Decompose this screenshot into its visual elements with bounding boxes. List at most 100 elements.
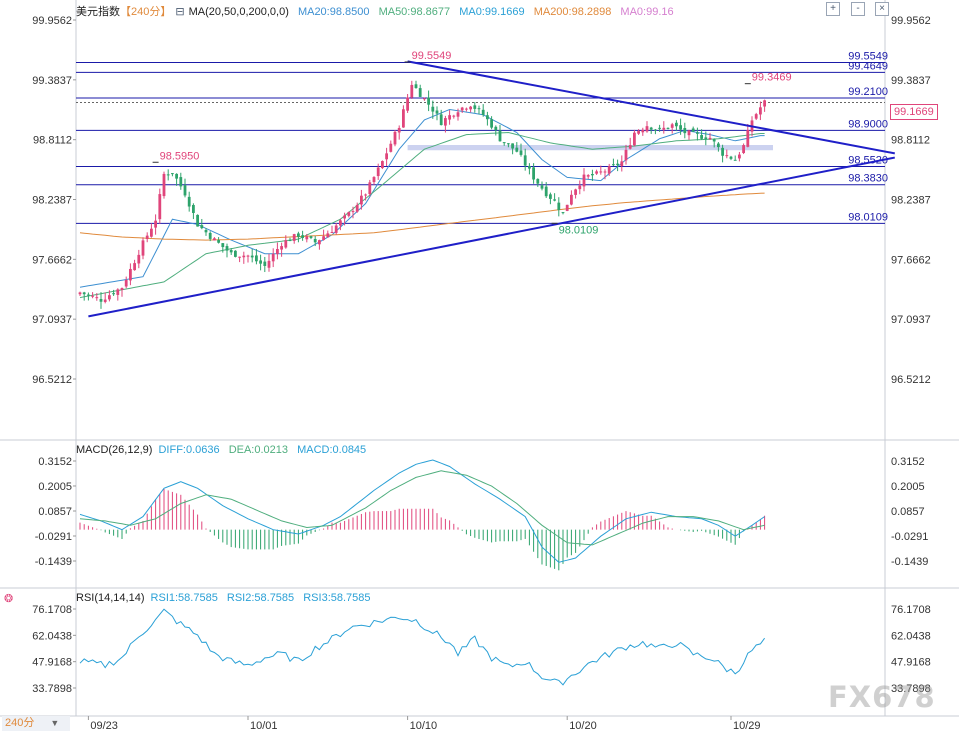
candle-body bbox=[381, 161, 384, 169]
level-label: 99.4649 bbox=[848, 60, 888, 72]
candle-body bbox=[242, 255, 246, 258]
zoom-out-button[interactable]: - bbox=[851, 2, 865, 16]
candle-body bbox=[759, 107, 762, 115]
candle-body bbox=[675, 122, 678, 127]
current-price-tag: 99.1669 bbox=[890, 104, 938, 120]
close-button[interactable]: × bbox=[875, 2, 889, 16]
y-tick-label-right: 76.1708 bbox=[891, 604, 931, 616]
candle-body bbox=[385, 153, 388, 160]
candle-body bbox=[175, 173, 178, 179]
ma50-value: MA50:98.8677 bbox=[378, 6, 451, 18]
timeframe-button[interactable]: 240分 ▼ bbox=[2, 716, 70, 731]
candle-body bbox=[322, 236, 325, 240]
candle-body bbox=[154, 220, 157, 228]
candle-body bbox=[498, 130, 502, 142]
rsi3-value: RSI3:58.7585 bbox=[303, 592, 371, 604]
y-tick-label-left: -0.0291 bbox=[35, 531, 72, 543]
candle-body bbox=[435, 110, 439, 114]
candle-body bbox=[645, 126, 649, 132]
candle-body bbox=[456, 112, 460, 117]
candle-body bbox=[431, 106, 435, 112]
y-tick-label-left: 97.0937 bbox=[32, 314, 72, 326]
candle-body bbox=[528, 165, 531, 169]
candle-body bbox=[91, 295, 94, 297]
candle-body bbox=[591, 174, 594, 176]
candle-body bbox=[738, 154, 741, 159]
candle-body bbox=[633, 132, 636, 146]
ma200-value: MA200:98.2898 bbox=[533, 6, 612, 18]
candle-body bbox=[309, 236, 313, 238]
candle-body bbox=[717, 143, 720, 148]
candle-body bbox=[612, 164, 615, 166]
dea-value: DEA:0.0213 bbox=[228, 444, 289, 456]
candle-body bbox=[578, 185, 582, 190]
candle-body bbox=[582, 174, 586, 187]
y-tick-label-right: 0.2005 bbox=[891, 481, 925, 493]
candle-body bbox=[376, 167, 380, 177]
x-tick-label: 10/10 bbox=[410, 720, 438, 732]
price-annotation: 99.3469 bbox=[752, 72, 792, 84]
y-tick-label-left: 33.7898 bbox=[32, 683, 72, 695]
candle-body bbox=[691, 128, 695, 132]
candle-body bbox=[255, 255, 258, 262]
zoom-in-button[interactable]: + bbox=[826, 2, 840, 16]
rsi2-value: RSI2:58.7585 bbox=[226, 592, 295, 604]
y-tick-label-right: 47.9168 bbox=[891, 657, 931, 669]
candle-body bbox=[687, 130, 691, 136]
candle-body bbox=[603, 171, 607, 173]
price-annotation: 98.5950 bbox=[160, 150, 200, 162]
rsi-params: RSI(14,14,14) bbox=[76, 592, 145, 604]
ma20-line bbox=[79, 108, 765, 288]
candle-body bbox=[305, 236, 309, 240]
rsi-settings-icon[interactable]: ❂ bbox=[4, 593, 14, 605]
candle-body bbox=[339, 220, 342, 226]
candle-body bbox=[486, 115, 489, 120]
candle-body bbox=[364, 194, 367, 196]
candle-body bbox=[271, 253, 275, 262]
candle-body bbox=[402, 109, 405, 128]
candle-body bbox=[712, 139, 716, 142]
candle-body bbox=[746, 130, 750, 147]
macd-params: MACD(26,12,9) bbox=[76, 444, 153, 456]
candle-body bbox=[313, 238, 317, 243]
candle-body bbox=[725, 155, 729, 157]
candle-body bbox=[301, 235, 304, 238]
x-tick-label: 10/20 bbox=[569, 720, 597, 732]
candle-body bbox=[599, 171, 603, 173]
candle-body bbox=[183, 185, 187, 196]
candle-body bbox=[318, 240, 321, 245]
candle-body bbox=[666, 127, 670, 129]
timeframe-label[interactable]: 【240分】 bbox=[120, 6, 172, 18]
candle-body bbox=[87, 294, 90, 296]
y-tick-label-left: 0.2005 bbox=[38, 481, 72, 493]
candle-body bbox=[654, 129, 657, 131]
settings-icon[interactable]: ⊟ bbox=[175, 6, 185, 18]
candle-body bbox=[423, 98, 426, 100]
macd-header: MACD(26,12,9) DIFF:0.0636 DEA:0.0213 MAC… bbox=[76, 444, 366, 456]
level-label: 98.5520 bbox=[848, 154, 888, 166]
candle-body bbox=[553, 199, 556, 201]
candle-body bbox=[733, 159, 737, 161]
y-tick-label-left: 0.0857 bbox=[38, 506, 72, 518]
candle-body bbox=[502, 142, 506, 144]
candle-body bbox=[95, 297, 99, 299]
ma200-line bbox=[79, 192, 765, 241]
candle-body bbox=[670, 124, 674, 128]
candle-body bbox=[137, 254, 141, 264]
price-annotation: 99.5549 bbox=[412, 50, 452, 62]
rsi-header: ❂ bbox=[4, 592, 13, 605]
candle-body bbox=[473, 105, 477, 109]
candle-body bbox=[406, 97, 409, 111]
candle-body bbox=[418, 88, 422, 97]
candle-body bbox=[330, 232, 334, 234]
rsi-line bbox=[79, 608, 766, 686]
candle-body bbox=[397, 127, 401, 133]
y-tick-label-right: 97.6662 bbox=[891, 254, 931, 266]
candle-body bbox=[523, 155, 527, 166]
candle-body bbox=[389, 143, 393, 152]
level-label: 98.0109 bbox=[848, 211, 888, 223]
candle-body bbox=[120, 288, 124, 290]
candle-body bbox=[511, 143, 514, 149]
